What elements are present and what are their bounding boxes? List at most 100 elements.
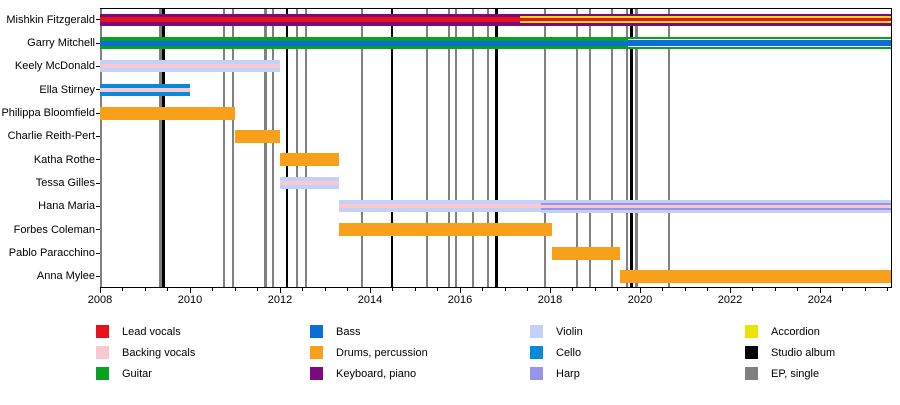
x-axis-minor-tick [572, 288, 573, 291]
x-axis-minor-tick [797, 288, 798, 291]
bar-stripe-backing_vocals [100, 64, 280, 69]
x-axis-minor-tick [302, 288, 303, 291]
bar-stripe-harp [541, 202, 891, 206]
bar-stripe-violin [100, 60, 280, 65]
x-axis-major-tick [639, 288, 641, 293]
x-axis-major-tick [819, 288, 821, 293]
bar-stripe-drums [552, 246, 620, 260]
x-axis-minor-tick [482, 288, 483, 291]
x-axis-major-tick [549, 288, 551, 293]
x-axis-minor-tick [234, 288, 236, 291]
x-axis-tick-label: 2018 [537, 294, 563, 306]
bar-stripe-bass [627, 40, 891, 46]
legend-item: Keyboard, piano [310, 367, 416, 380]
y-axis-tick [96, 229, 100, 231]
ep-single-line [304, 9, 308, 287]
legend-item: Violin [530, 325, 583, 338]
legend-item: EP, single [745, 367, 819, 380]
x-axis-major-tick [459, 288, 461, 293]
studio-album-line [286, 9, 289, 287]
legend-swatch-violin [530, 325, 543, 338]
x-axis-minor-tick [617, 288, 618, 291]
x-axis-minor-tick [527, 288, 528, 291]
x-axis-tick-label: 2020 [627, 294, 653, 306]
bar-stripe-harp [541, 207, 891, 211]
member-bar-segment [100, 83, 190, 96]
ep-single-line [271, 9, 275, 287]
bar-stripe-backing_vocals [100, 87, 190, 92]
legend-label: Drums, percussion [336, 346, 428, 359]
bar-stripe-violin [280, 177, 339, 181]
member-bar-segment [100, 37, 628, 49]
bar-stripe-guitar [627, 37, 891, 39]
ep-single-line [575, 9, 579, 287]
y-axis-tick [96, 42, 100, 44]
ep-single-line [295, 9, 299, 287]
member-bar-segment [100, 60, 280, 73]
x-axis-minor-tick [437, 288, 438, 291]
y-axis-tick [96, 19, 100, 21]
ep-single-line [588, 9, 592, 287]
x-axis-minor-tick [414, 288, 416, 291]
x-axis-minor-tick [752, 288, 753, 291]
member-name-label: Charlie Reith-Pert [7, 130, 95, 143]
member-name-label: Garry Mitchell [27, 37, 95, 49]
legend-swatch-drums [310, 346, 323, 359]
member-name-label: Katha Rothe [33, 153, 95, 166]
ep-single-line [222, 9, 226, 287]
bar-stripe-cello [100, 91, 190, 96]
bar-stripe-guitar [100, 45, 628, 49]
legend-label: Keyboard, piano [336, 367, 417, 380]
ep-single-line [264, 9, 267, 287]
y-axis-tick [96, 135, 100, 137]
member-name-label: Philippa Bloomfield [1, 107, 95, 119]
bar-stripe-drums [338, 223, 553, 237]
legend-label: Bass [336, 325, 361, 338]
y-axis-tick [96, 159, 100, 161]
legend-item: Lead vocals [96, 325, 181, 338]
y-axis-tick [96, 112, 100, 114]
ep-single-line [425, 9, 429, 287]
legend-swatch-ep_single [745, 367, 758, 380]
bar-stripe-violin [541, 210, 891, 213]
x-axis-minor-tick [144, 288, 146, 291]
member-bar-segment [280, 177, 339, 189]
bar-stripe-violin [280, 185, 339, 189]
legend-swatch-studio_album [745, 346, 758, 359]
legend-swatch-guitar [96, 367, 109, 380]
legend-item: Bass [310, 325, 360, 338]
member-name-label: Tessa Gilles [35, 177, 95, 189]
bar-stripe-white [627, 38, 891, 41]
bar-stripe-backing_vocals [280, 181, 339, 185]
legend-label: Backing vocals [122, 346, 196, 359]
bar-stripe-white [627, 45, 891, 48]
ep-single-line [447, 9, 451, 287]
legend-swatch-harp [530, 367, 543, 380]
x-axis-minor-tick [257, 288, 258, 291]
bar-stripe-violin [541, 200, 891, 203]
legend-swatch-lead_vocals [96, 325, 109, 338]
legend-label: Harp [556, 367, 580, 380]
y-axis-tick [96, 89, 100, 91]
member-name-label: Hana Maria [38, 200, 95, 213]
member-bar-segment [627, 37, 891, 49]
member-name-label: Pablo Paracchino [8, 247, 95, 259]
legend-label: Lead vocals [122, 325, 181, 338]
legend-label: Guitar [122, 367, 152, 380]
studio-album-line [162, 9, 165, 287]
member-name-label: Keely McDonald [14, 60, 95, 73]
member-bar-segment [100, 13, 520, 26]
x-axis-minor-tick [167, 288, 168, 291]
x-axis-minor-tick [324, 288, 326, 291]
member-bar-segment [338, 200, 541, 213]
member-bar-segment [519, 13, 891, 26]
x-axis-minor-tick [774, 288, 776, 291]
y-axis-tick [96, 182, 100, 184]
ep-single-line [454, 9, 458, 287]
member-name-label: Ella Stirney [39, 83, 95, 96]
x-axis-minor-tick [662, 288, 663, 291]
y-axis-tick [96, 252, 100, 254]
legend-swatch-accordion [745, 325, 758, 338]
x-axis-minor-tick [122, 288, 123, 291]
